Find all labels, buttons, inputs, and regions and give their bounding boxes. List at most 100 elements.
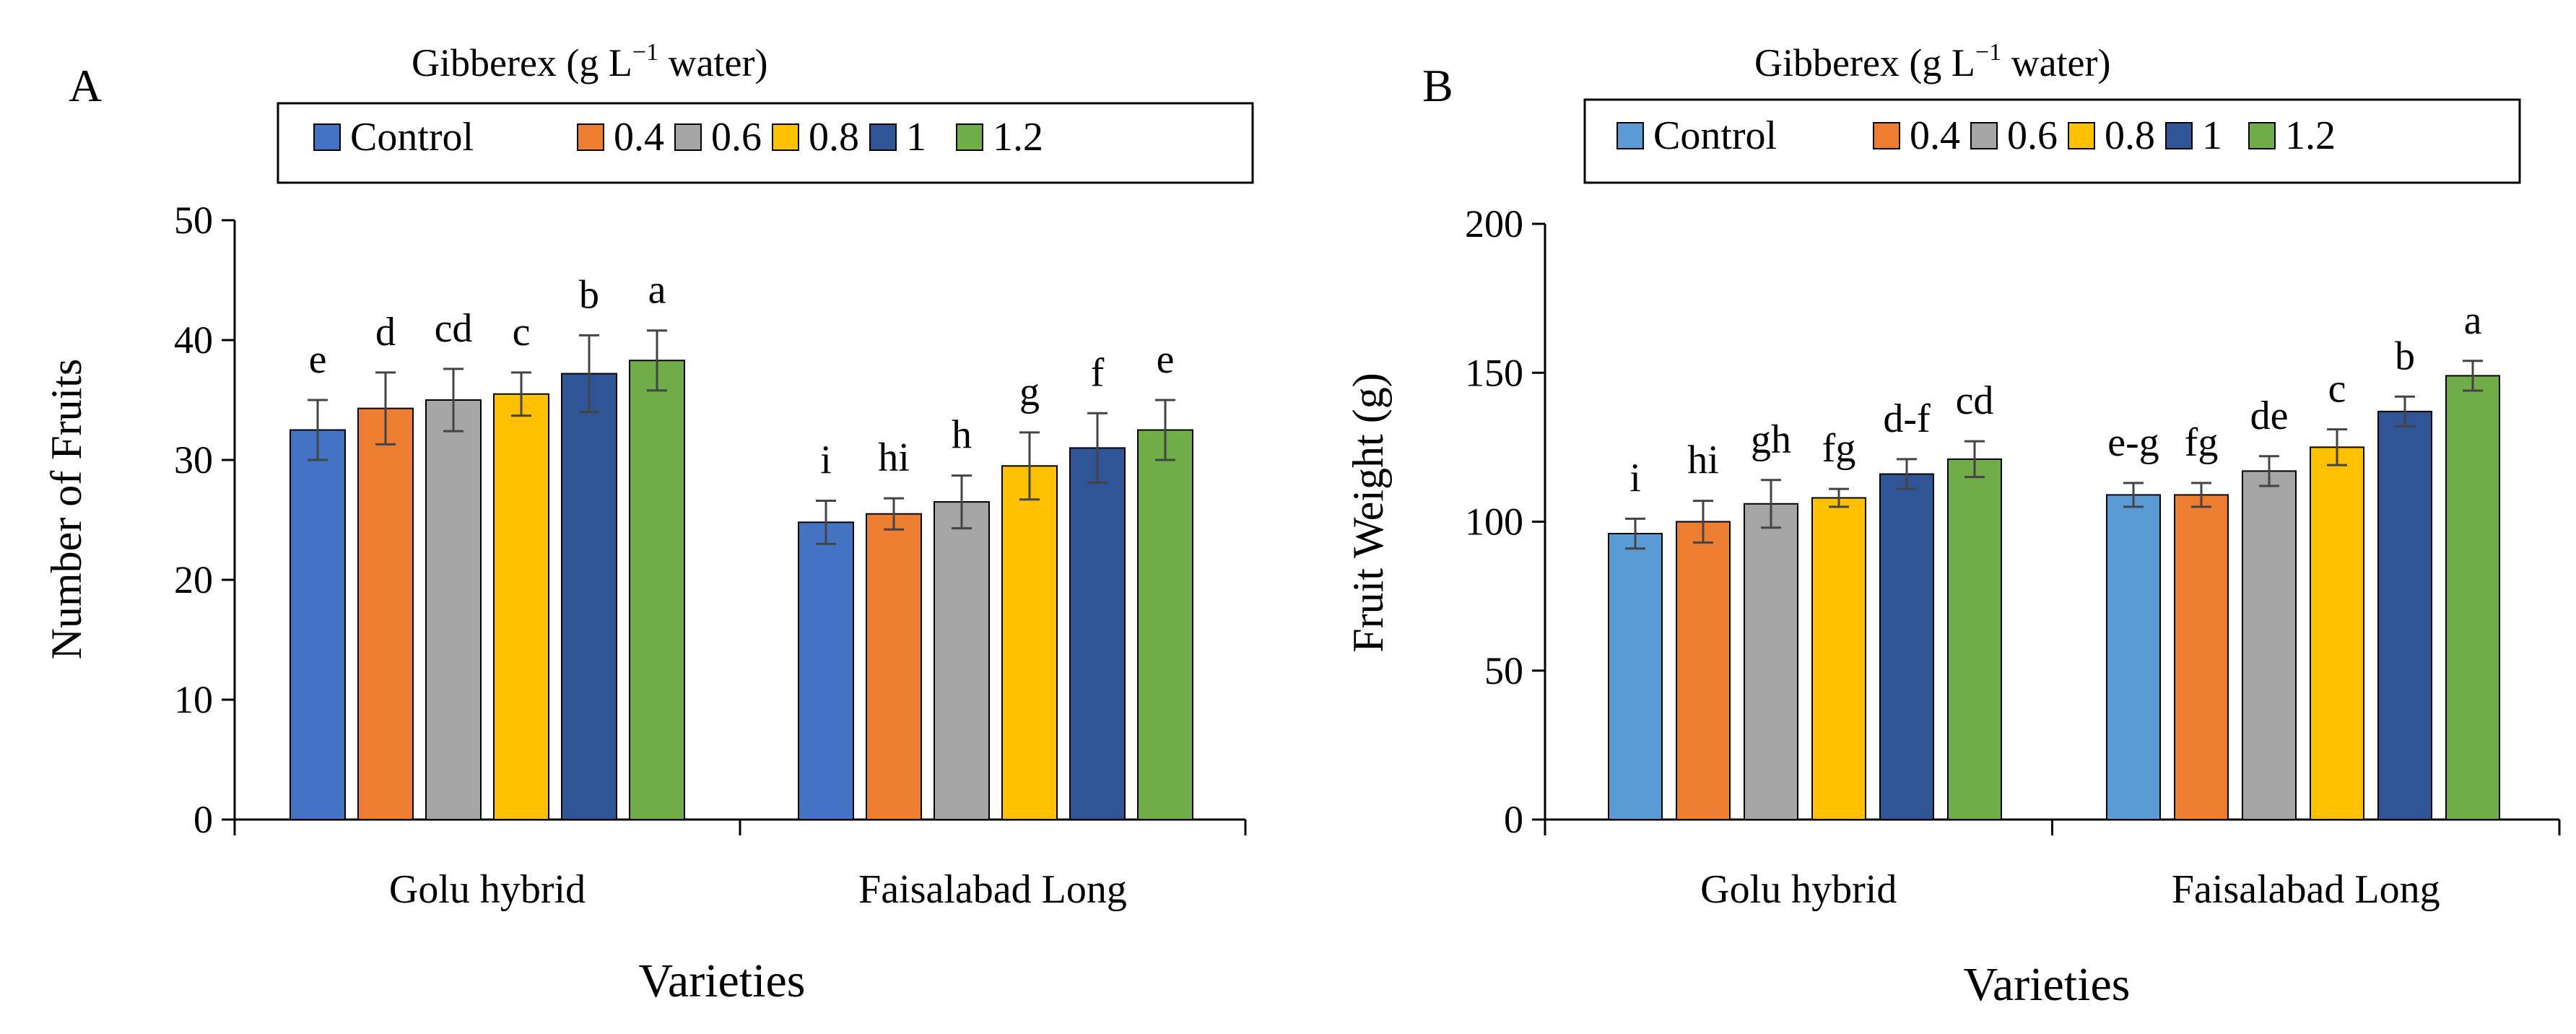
bar bbox=[1811, 497, 1866, 820]
legend-label: 0.8 bbox=[809, 115, 859, 160]
significance-letter: e-g bbox=[2107, 420, 2159, 465]
legend-box bbox=[277, 102, 1254, 184]
bar bbox=[2310, 446, 2364, 820]
y-tick-label: 50 bbox=[1484, 649, 1523, 692]
legend-swatch bbox=[577, 123, 604, 151]
legend-swatch bbox=[1616, 122, 1644, 149]
significance-letter: c bbox=[2328, 367, 2346, 412]
legend-label: Control bbox=[1653, 113, 1777, 158]
legend-swatch bbox=[956, 123, 983, 151]
significance-letter: de bbox=[2250, 394, 2289, 438]
significance-letter: d-f bbox=[1883, 396, 1931, 441]
x-tick-label: Golu hybrid bbox=[389, 867, 586, 912]
legend-label: 1 bbox=[906, 115, 926, 160]
significance-letter: d bbox=[375, 310, 396, 355]
bar bbox=[561, 373, 617, 820]
legend-title: Gibberex (g L−1 water) bbox=[412, 39, 767, 84]
significance-letter: hi bbox=[878, 435, 910, 480]
legend-label: 0.4 bbox=[1910, 113, 1960, 158]
legend: Control 0.4 0.6 0.8 1 1.2 bbox=[1616, 113, 2336, 158]
y-tick-label: 20 bbox=[174, 558, 213, 601]
panel-a: A Gibberex (g L−1 water) Control 0.4 0.6 0.… bbox=[43, 39, 1254, 1007]
legend-label: 1.2 bbox=[2285, 113, 2336, 158]
bar bbox=[2106, 494, 2161, 820]
panel-letter: B bbox=[1422, 60, 1453, 111]
significance-letter: b bbox=[579, 272, 599, 317]
legend-label: 0.4 bbox=[614, 115, 664, 160]
y-tick-label: 0 bbox=[193, 798, 213, 841]
legend-swatch bbox=[2248, 122, 2276, 149]
significance-letter: g bbox=[1019, 370, 1040, 414]
bar bbox=[2445, 375, 2500, 820]
legend-swatch bbox=[1873, 122, 1900, 149]
bar bbox=[493, 393, 549, 820]
y-tick-label: 150 bbox=[1465, 351, 1523, 394]
x-tick-label: Faisalabad Long bbox=[858, 867, 1127, 912]
significance-letter: b bbox=[2395, 334, 2415, 378]
y-axis-label: Number of Fruits bbox=[43, 359, 90, 660]
y-tick-label: 0 bbox=[1504, 798, 1523, 841]
bar bbox=[2242, 470, 2297, 820]
bar bbox=[1676, 521, 1731, 820]
significance-letter: hi bbox=[1687, 438, 1719, 483]
legend-label: 0.6 bbox=[2007, 113, 2058, 158]
legend-box bbox=[1583, 98, 2521, 184]
bar bbox=[1608, 533, 1663, 820]
significance-letter: f bbox=[1091, 350, 1105, 395]
significance-letter: a bbox=[648, 268, 666, 313]
bar bbox=[425, 399, 482, 820]
y-tick-label: 30 bbox=[174, 438, 213, 482]
x-axis-label: Varieties bbox=[1964, 958, 2131, 1011]
y-tick-label: 50 bbox=[174, 199, 213, 242]
bar bbox=[357, 407, 414, 820]
y-tick-label: 100 bbox=[1465, 500, 1523, 544]
x-tick-label: Faisalabad Long bbox=[2172, 867, 2440, 912]
bar bbox=[1744, 503, 1798, 820]
legend-label: 0.6 bbox=[711, 115, 762, 160]
bar bbox=[1001, 465, 1058, 820]
significance-letter: cd bbox=[435, 306, 473, 351]
panel-letter: A bbox=[69, 60, 102, 111]
significance-letter: fg bbox=[1822, 426, 1856, 471]
panel-b: B Gibberex (g L−1 water) Control 0.4 0.6 0.… bbox=[1344, 39, 2561, 1011]
y-tick-label: 40 bbox=[174, 318, 213, 362]
legend-label: Control bbox=[350, 115, 474, 160]
bar bbox=[866, 513, 922, 820]
bar bbox=[1069, 447, 1126, 820]
significance-letter: i bbox=[820, 438, 832, 482]
significance-letter: gh bbox=[1751, 417, 1791, 462]
legend-title: Gibberex (g L−1 water) bbox=[1754, 39, 2110, 84]
legend-label: 0.8 bbox=[2105, 113, 2155, 158]
legend-swatch bbox=[1970, 122, 1998, 149]
bar bbox=[2174, 494, 2229, 820]
legend-swatch bbox=[674, 123, 702, 151]
significance-letter: c bbox=[513, 310, 531, 355]
axes: 0 10 20 30 40 50 Golu hybrid Faisalabad Long bbox=[174, 199, 1247, 912]
significance-letter: a bbox=[2464, 298, 2482, 343]
bar bbox=[1137, 429, 1193, 820]
x-axis-label: Varieties bbox=[639, 955, 806, 1007]
legend-swatch bbox=[869, 123, 897, 151]
legend-swatch bbox=[2165, 122, 2193, 149]
bar bbox=[629, 360, 685, 821]
legend-swatch bbox=[313, 123, 341, 151]
bar bbox=[2377, 410, 2432, 820]
bar bbox=[934, 501, 990, 820]
bar bbox=[798, 521, 854, 820]
significance-letter: i bbox=[1629, 456, 1641, 500]
significance-letter: e bbox=[309, 337, 327, 382]
y-tick-label: 200 bbox=[1465, 202, 1523, 246]
legend-label: 1 bbox=[2202, 113, 2222, 158]
y-axis-label: Fruit Weight (g) bbox=[1344, 373, 1392, 652]
significance-letter: e bbox=[1157, 337, 1175, 382]
legend: Control 0.4 0.6 0.8 1 1.2 bbox=[313, 115, 1043, 160]
significance-letter: h bbox=[952, 413, 972, 458]
legend-label: 1.2 bbox=[993, 115, 1043, 160]
legend-swatch bbox=[772, 123, 799, 151]
x-tick-label: Golu hybrid bbox=[1700, 867, 1897, 912]
y-tick-label: 10 bbox=[174, 678, 213, 721]
significance-letter: cd bbox=[1956, 378, 1994, 423]
bars: e i d hi cd h c g b f a e bbox=[290, 268, 1193, 821]
